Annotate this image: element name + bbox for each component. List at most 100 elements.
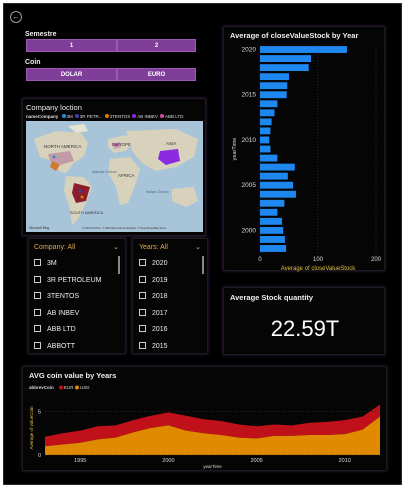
map-point-abb[interactable] xyxy=(114,143,118,147)
highlight-brazil xyxy=(72,183,90,203)
landmass-africa xyxy=(108,157,140,205)
bar-x-tick: 0 xyxy=(258,257,262,263)
list-item[interactable]: 2016 xyxy=(139,325,168,334)
area-chart-title: AVG coin value by Years xyxy=(29,371,116,380)
list-item[interactable]: ABB LTD xyxy=(34,325,76,334)
bar-1998[interactable] xyxy=(260,245,287,252)
bar-2006[interactable] xyxy=(260,172,288,180)
bar-2005[interactable] xyxy=(260,181,294,189)
checkbox[interactable] xyxy=(139,308,146,316)
close-value-by-year-panel: Average of closeValueStock by Year 0 100 20… xyxy=(223,26,386,272)
close-value-by-year-chart[interactable]: Average of closeValueStock by Year 0 100 20… xyxy=(224,27,386,272)
map-attribution-terms[interactable]: © 2023 TomTom, © 2023 Microsoft Corporat… xyxy=(82,226,167,230)
checkbox[interactable] xyxy=(139,341,146,349)
years-filter-header[interactable]: Years: All xyxy=(139,244,168,251)
avg-coin-value-chart[interactable]: AVG coin value by Years abbrevCoin EUR USD 0… xyxy=(23,367,388,472)
back-arrow-icon[interactable]: ← xyxy=(10,11,22,23)
list-item[interactable]: 2018 xyxy=(139,292,168,301)
semestre-option-1[interactable]: 1 xyxy=(26,39,117,52)
map-point-3r-petroleum[interactable] xyxy=(78,189,82,193)
years-list-scrollbar[interactable] xyxy=(202,256,204,274)
list-item[interactable]: ABBOTT xyxy=(34,341,75,351)
avg-coin-value-panel: AVG coin value by Years abbrevCoin EUR USD 0… xyxy=(22,366,387,471)
bar-2020[interactable] xyxy=(260,46,347,53)
map-legend-label: 3M xyxy=(66,114,73,119)
bar-2010[interactable] xyxy=(260,136,270,144)
bar-2011[interactable] xyxy=(260,127,271,135)
list-item[interactable]: 3R PETROLEUM xyxy=(34,275,101,285)
checkbox[interactable] xyxy=(34,308,41,316)
bar-y-tick: 2020 xyxy=(242,47,257,54)
chevron-down-icon[interactable]: ⌄ xyxy=(113,244,119,251)
map-legend-item[interactable]: ABB LTD xyxy=(158,114,183,119)
list-item-label: 2015 xyxy=(152,342,168,350)
company-filter-header[interactable]: Company: All xyxy=(34,244,76,251)
map-legend-item[interactable]: 3TENTOS xyxy=(103,114,130,119)
chevron-down-icon[interactable]: ⌄ xyxy=(195,244,201,251)
map-legend-label: ABB LTD xyxy=(165,114,184,119)
bar-2015[interactable] xyxy=(260,91,287,99)
list-item[interactable]: 2017 xyxy=(139,308,168,318)
average-stock-card: Average Stock quantity 22.59T xyxy=(223,287,385,355)
area-series-eur[interactable] xyxy=(45,404,380,447)
bar-2009[interactable] xyxy=(260,145,271,153)
map-label-asia: ASIA xyxy=(166,141,176,146)
map-legend-item[interactable]: AB INBEV xyxy=(130,114,158,119)
checkbox[interactable] xyxy=(34,259,41,266)
checkbox[interactable] xyxy=(34,292,41,299)
checkbox[interactable] xyxy=(139,275,146,283)
card-title: Average Stock quantity xyxy=(230,293,314,302)
checkbox[interactable] xyxy=(139,325,146,332)
bar-2001[interactable] xyxy=(260,217,283,225)
legend-dot-icon xyxy=(160,114,164,118)
world-map[interactable]: NORTH AMERICA EUROPE ASIA AFRICA SOUTH A… xyxy=(26,121,203,232)
bar-2007[interactable] xyxy=(260,163,295,171)
map-legend-item[interactable]: 3R PETR... xyxy=(73,114,103,119)
list-item[interactable]: 2015 xyxy=(139,341,168,351)
bar-2004[interactable] xyxy=(260,190,296,198)
bar-x-tick: 100 xyxy=(313,257,324,263)
bar-2008[interactable] xyxy=(260,154,278,162)
map-label-north-america: NORTH AMERICA xyxy=(44,144,81,149)
area-series-usd[interactable] xyxy=(45,416,380,455)
list-item[interactable]: 2019 xyxy=(139,275,168,285)
list-item[interactable]: 3M xyxy=(34,259,57,268)
company-list-scrollbar[interactable] xyxy=(118,256,120,274)
legend-dot-icon xyxy=(104,114,109,118)
bar-2017[interactable] xyxy=(260,73,289,81)
map-point-3m[interactable] xyxy=(52,155,56,159)
bar-2019[interactable] xyxy=(260,55,312,63)
semestre-option-2[interactable]: 2 xyxy=(117,39,196,52)
bar-2014[interactable] xyxy=(260,100,278,108)
legend-dot-icon xyxy=(75,385,79,390)
bar-2018[interactable] xyxy=(260,64,309,72)
coin-option-dolar[interactable]: DOLAR xyxy=(26,68,117,81)
checkbox[interactable] xyxy=(139,292,146,299)
checkbox[interactable] xyxy=(34,341,41,349)
map-legend-items: 3M 3R PETR... 3TENTOS AB INBEV ABB LTD xyxy=(60,114,183,119)
checkbox[interactable] xyxy=(34,275,41,283)
coin-label: Coin xyxy=(25,59,41,66)
checkbox[interactable] xyxy=(139,259,146,266)
checkbox[interactable] xyxy=(34,325,41,332)
list-item[interactable]: 2020 xyxy=(139,259,168,268)
bar-2016[interactable] xyxy=(260,82,288,90)
area-legend-label[interactable]: EUR xyxy=(64,385,74,390)
coin-option-euro[interactable]: EURO xyxy=(117,68,196,81)
list-item[interactable]: 3TENTOS xyxy=(34,292,79,301)
bar-2003[interactable] xyxy=(260,199,285,207)
bar-1999[interactable] xyxy=(260,235,285,243)
bar-2002[interactable] xyxy=(260,208,278,216)
highlight-china xyxy=(158,149,180,165)
bar-y-tick: 2010 xyxy=(242,137,257,144)
bar-2012[interactable] xyxy=(260,118,272,126)
bar-y-tick: 2005 xyxy=(242,182,257,189)
list-item[interactable]: AB INBEV xyxy=(34,308,79,318)
area-x-tick: 1995 xyxy=(74,458,86,464)
map-legend-item[interactable]: 3M xyxy=(60,114,73,119)
years-filter-panel: Years: All ⌄ 2020 2019 2018 2017 2016 2015 xyxy=(132,238,208,354)
bar-2000[interactable] xyxy=(260,226,284,234)
bar-2013[interactable] xyxy=(260,109,275,117)
map-point-3tentos[interactable] xyxy=(80,195,84,199)
area-legend-label[interactable]: USD xyxy=(80,385,90,390)
